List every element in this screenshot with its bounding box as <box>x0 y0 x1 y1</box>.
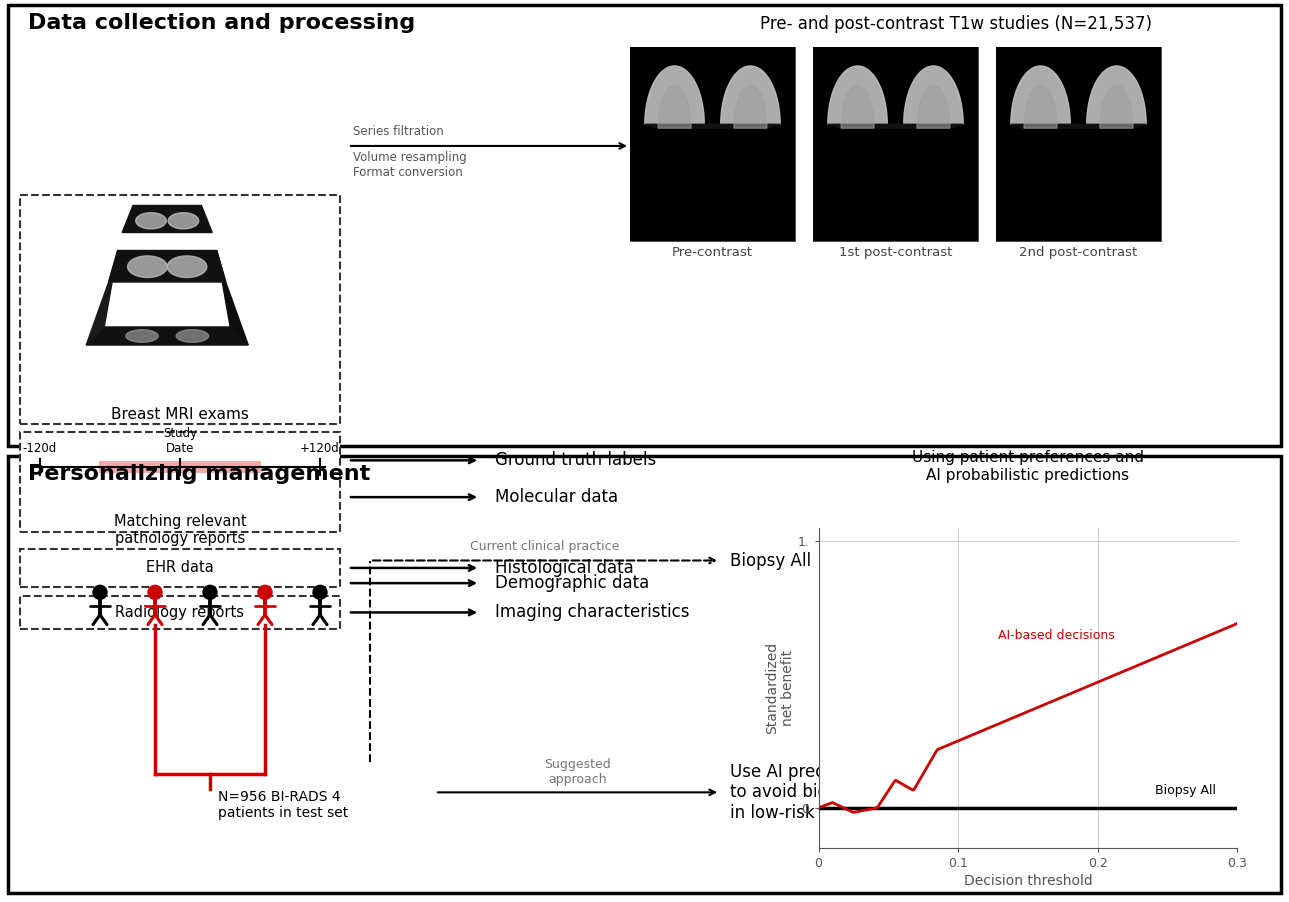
Bar <box>8 5 1281 446</box>
Text: Radiology reports: Radiology reports <box>116 605 245 620</box>
Polygon shape <box>108 251 226 282</box>
Polygon shape <box>86 327 249 345</box>
Bar <box>630 47 795 241</box>
Text: Current clinical practice: Current clinical practice <box>470 539 620 553</box>
Polygon shape <box>122 206 213 233</box>
Text: Imaging characteristics: Imaging characteristics <box>495 603 690 621</box>
Polygon shape <box>217 251 249 345</box>
Bar <box>21 195 340 425</box>
Text: Histological data: Histological data <box>495 559 634 577</box>
Text: Series filtration: Series filtration <box>353 125 443 138</box>
Bar <box>21 549 340 587</box>
Polygon shape <box>1011 66 1070 124</box>
Polygon shape <box>1023 86 1057 128</box>
Polygon shape <box>733 86 767 128</box>
Polygon shape <box>828 66 887 124</box>
Text: EHR data: EHR data <box>146 560 214 575</box>
Polygon shape <box>177 330 209 342</box>
Text: Data collection and processing: Data collection and processing <box>28 13 415 32</box>
Polygon shape <box>644 66 704 124</box>
Bar <box>813 47 978 241</box>
Bar <box>813 47 978 241</box>
Bar <box>996 47 1161 241</box>
Polygon shape <box>128 256 168 278</box>
Polygon shape <box>168 213 199 229</box>
Text: AI-based decisions: AI-based decisions <box>998 630 1114 642</box>
Text: -120d: -120d <box>23 442 57 456</box>
Text: +120d: +120d <box>300 442 340 456</box>
Text: N=956 BI-RADS 4
patients in test set: N=956 BI-RADS 4 patients in test set <box>218 789 348 820</box>
Text: 1st post-contrast: 1st post-contrast <box>839 246 953 259</box>
Polygon shape <box>644 124 780 128</box>
Polygon shape <box>1100 86 1133 128</box>
Circle shape <box>313 585 327 599</box>
Text: 2nd post-contrast: 2nd post-contrast <box>1020 246 1138 259</box>
Circle shape <box>202 585 217 599</box>
Bar <box>99 461 262 474</box>
Circle shape <box>258 585 272 599</box>
Bar <box>630 47 795 241</box>
Polygon shape <box>1011 124 1146 128</box>
Text: Suggested
approach: Suggested approach <box>544 759 611 787</box>
Text: Biopsy All: Biopsy All <box>1155 784 1217 797</box>
X-axis label: Decision threshold: Decision threshold <box>964 874 1092 888</box>
Bar <box>8 456 1281 893</box>
Text: Demographic data: Demographic data <box>495 575 650 592</box>
Text: Pre- and post-contrast T1w studies (N=21,537): Pre- and post-contrast T1w studies (N=21… <box>759 14 1151 32</box>
Text: Biopsy All: Biopsy All <box>730 551 811 569</box>
Bar <box>996 47 1161 241</box>
Polygon shape <box>126 330 159 342</box>
Polygon shape <box>721 66 780 124</box>
Text: Use AI predictions
to avoid biopsy
in low-risk patients: Use AI predictions to avoid biopsy in lo… <box>730 762 888 822</box>
Text: Molecular data: Molecular data <box>495 488 619 506</box>
Polygon shape <box>1087 66 1146 124</box>
Circle shape <box>148 585 162 599</box>
Text: Personalizing management: Personalizing management <box>28 464 370 483</box>
Text: Pre-contrast: Pre-contrast <box>672 246 753 259</box>
Text: Breast MRI exams: Breast MRI exams <box>111 408 249 422</box>
Y-axis label: Standardized
net benefit: Standardized net benefit <box>764 641 795 734</box>
Polygon shape <box>904 66 963 124</box>
Text: Matching relevant
pathology reports: Matching relevant pathology reports <box>113 514 246 547</box>
Polygon shape <box>828 124 963 128</box>
Bar <box>21 596 340 629</box>
Polygon shape <box>86 251 117 345</box>
Text: Using patient preferences and
AI probabilistic predictions: Using patient preferences and AI probabi… <box>913 450 1143 483</box>
Polygon shape <box>168 256 206 278</box>
Polygon shape <box>135 213 166 229</box>
Text: Volume resampling
Format conversion: Volume resampling Format conversion <box>353 151 467 179</box>
Text: Ground truth labels: Ground truth labels <box>495 451 656 469</box>
Text: Study
Date: Study Date <box>162 428 197 456</box>
Polygon shape <box>659 86 691 128</box>
Polygon shape <box>840 86 874 128</box>
Circle shape <box>93 585 107 599</box>
Polygon shape <box>916 86 950 128</box>
Bar <box>21 432 340 532</box>
